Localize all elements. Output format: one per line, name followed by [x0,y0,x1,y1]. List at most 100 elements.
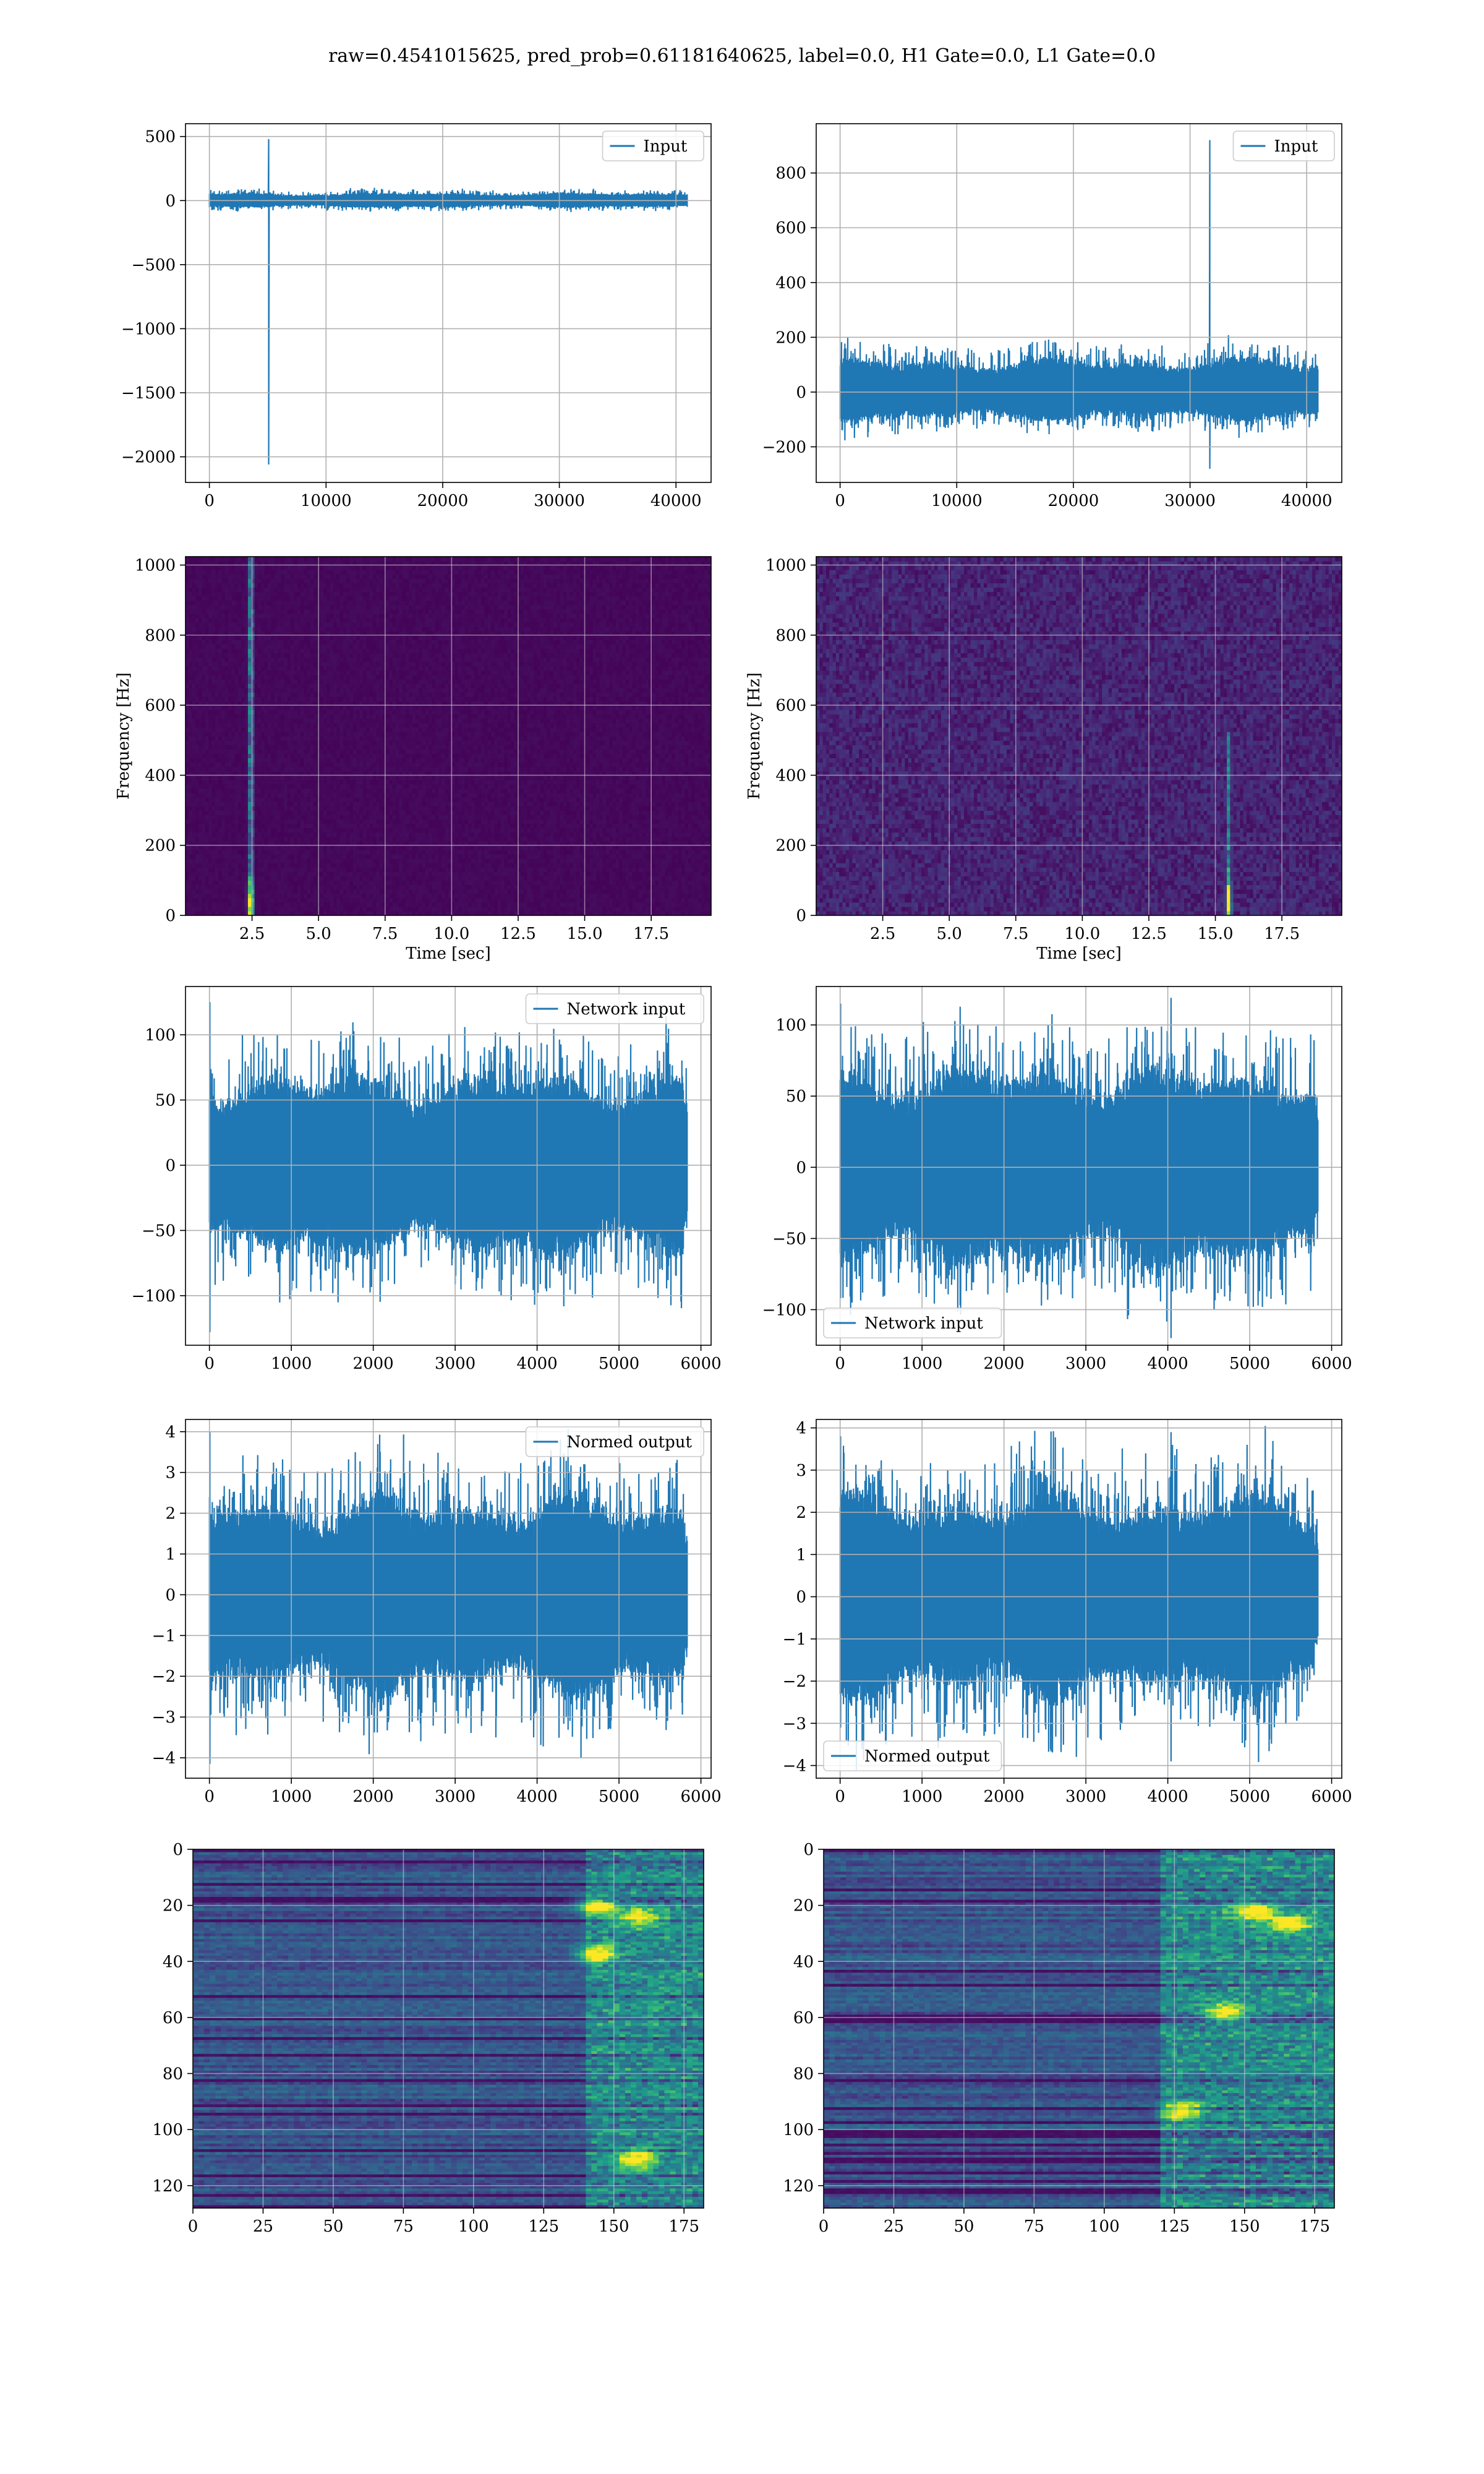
spectrogram-cell [277,880,281,886]
spectrogram-cell [294,802,298,807]
spectrogram-cell [274,792,278,798]
spectrogram-cell [287,600,291,606]
legend-box [602,131,704,161]
spectrogram-cell [376,815,380,820]
spectrogram-cell [287,561,291,566]
spectrogram-cell [261,819,265,824]
spectrogram-cell [202,845,206,850]
spectrogram-cell [320,819,324,824]
spectrogram-cell [323,731,328,737]
spectrogram-cell [238,893,242,899]
spectrogram-cell [300,709,304,715]
spectrogram-cell [254,683,258,688]
spectrogram-cell [300,884,304,890]
spectrogram-cell [320,644,324,649]
spectrogram-cell [359,854,364,859]
spectrogram-cell [281,858,284,863]
spectrogram-cell [330,779,334,785]
spectrogram-cell [244,884,249,890]
spectrogram-cell [343,557,347,562]
spectrogram-cell [362,806,367,811]
spectrogram-cell [291,880,294,886]
spectrogram-cell [231,802,236,807]
spectrogram-cell [333,679,337,684]
spectrogram-cell [211,910,216,915]
spectrogram-cell [277,727,281,732]
spectrogram-cell [192,771,196,776]
spectrogram-cell [234,828,239,833]
spectrogram-cell [343,565,347,570]
spectrogram-cell [244,705,249,711]
spectrogram-cell [218,587,223,593]
spectrogram-cell [281,871,284,876]
spectrogram-cell [352,557,357,562]
spectrogram-cell [349,880,354,886]
spectrogram-cell [234,854,239,859]
spectrogram-cell [369,627,373,631]
spectrogram-cell [208,815,213,820]
spectrogram-cell [241,867,245,872]
spectrogram-cell [238,661,242,667]
spectrogram-cell [366,897,370,903]
spectrogram-cell [202,823,206,829]
spectrogram-cell [218,832,223,837]
spectrogram-cell [366,640,370,645]
spectrogram-cell [366,604,370,610]
spectrogram-cell [297,692,301,697]
spectrogram-cell [221,880,226,886]
spectrogram-cell [376,600,380,606]
spectrogram-cell [297,709,301,715]
spectrogram-cell [198,709,203,715]
spectrogram-cell [281,867,284,872]
spectrogram-cell [251,722,255,728]
spectrogram-cell [326,775,331,781]
spectrogram-cell [284,679,288,684]
spectrogram-cell [238,648,242,654]
spectrogram-cell [343,749,347,754]
spectrogram-cell [320,753,324,758]
spectrogram-cell [277,674,281,680]
spectrogram-cell [291,910,294,915]
spectrogram-cell [379,880,383,886]
spectrogram-cell [352,670,357,675]
spectrogram-cell [362,880,367,886]
spectrogram-cell [349,618,354,623]
spectrogram-cell [215,635,219,640]
spectrogram-cell [198,876,203,881]
spectrogram-cell [294,902,298,907]
spectrogram-cell [271,596,275,601]
spectrogram-cell [313,561,318,566]
spectrogram-cell [205,893,209,899]
spectrogram-cell [310,701,314,706]
spectrogram-cell [247,823,252,829]
spectrogram-cell [333,583,337,588]
spectrogram-cell [281,696,284,702]
spectrogram-cell [294,815,298,820]
spectrogram-cell [186,863,189,868]
spectrogram-cell [366,753,370,758]
spectrogram-cell [366,692,370,697]
spectrogram-cell [195,618,199,623]
spectrogram-cell [359,640,364,645]
spectrogram-cell [356,753,360,758]
spectrogram-cell [291,583,294,588]
spectrogram-cell [307,688,311,693]
spectrogram-cell [257,557,262,562]
spectrogram-cell [231,622,236,627]
spectrogram-cell [271,705,275,711]
spectrogram-cell [271,880,275,886]
spectrogram-cell [307,683,311,688]
spectrogram-cell [336,779,341,785]
spectrogram-cell [356,797,360,802]
spectrogram-cell [211,749,216,754]
spectrogram-cell [261,832,265,837]
spectrogram-cell [349,661,354,667]
spectrogram-cell [241,828,245,833]
spectrogram-cell [254,696,258,702]
spectrogram-cell [231,727,236,732]
spectrogram-cell [218,666,223,671]
spectrogram-cell [326,884,331,890]
spectrogram-cell [244,657,249,662]
spectrogram-cell [313,906,318,912]
spectrogram-cell [284,797,288,802]
